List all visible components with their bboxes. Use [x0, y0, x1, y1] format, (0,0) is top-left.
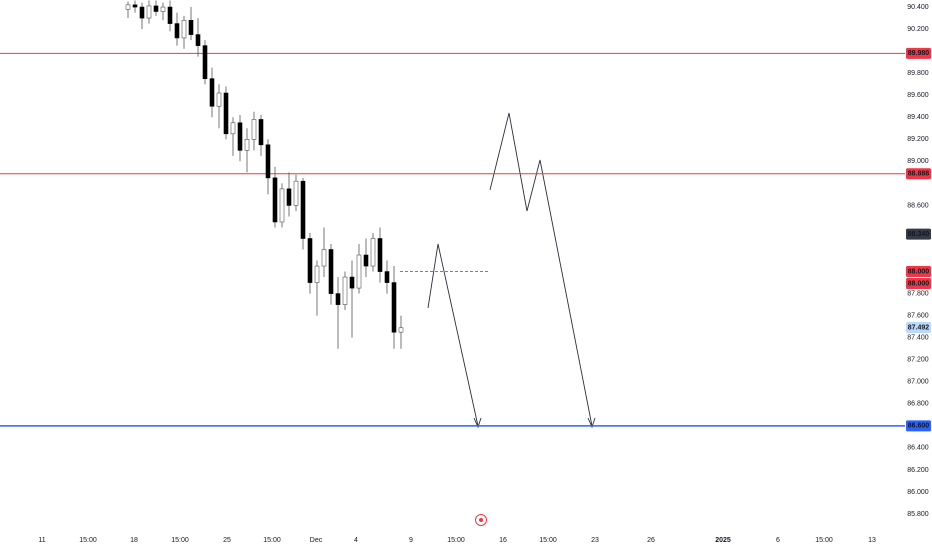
candle-body	[209, 78, 215, 107]
candle-body	[146, 5, 152, 19]
x-tick-label: 15:00	[447, 537, 465, 544]
candle-body	[258, 119, 264, 146]
x-tick-label: 18	[130, 537, 138, 544]
y-tick-label: 86.400	[907, 445, 929, 452]
projection-arrow	[427, 243, 479, 427]
x-tick-label: 6	[776, 537, 780, 544]
candle-body	[181, 19, 187, 39]
candle-body	[223, 92, 229, 135]
y-tick-label: 89.600	[907, 92, 929, 99]
candle-body	[244, 139, 250, 151]
level-badge-label: 89.980	[908, 50, 930, 57]
candle-body	[272, 177, 278, 223]
x-tick-label: 2025	[715, 537, 731, 544]
candle-body	[370, 238, 376, 267]
x-tick-label: 15:00	[79, 537, 97, 544]
drawings	[427, 112, 596, 429]
projection-arrow	[489, 112, 593, 427]
price-badge-label: 88.000	[908, 280, 930, 287]
y-tick-label: 86.200	[907, 467, 929, 474]
level-badge	[906, 47, 931, 59]
y-tick-label: 85.800	[907, 511, 929, 518]
level-badge-label: 88.888	[908, 171, 930, 178]
y-tick-label: 86.000	[907, 489, 929, 496]
candle-body	[160, 6, 166, 12]
candle-body	[188, 19, 194, 35]
level-badge	[906, 168, 931, 180]
y-tick-label: 89.800	[907, 70, 929, 77]
x-tick-label: 23	[591, 537, 599, 544]
x-tick-label: 11	[38, 537, 45, 544]
price-badge-label: 88.000	[908, 268, 930, 275]
x-tick-label: 9	[409, 537, 413, 544]
level-badge	[906, 420, 931, 432]
x-tick-label: 25	[223, 537, 231, 544]
candle-body	[265, 144, 271, 179]
x-tick-label: 15:00	[263, 537, 281, 544]
x-tick-label: 15:00	[539, 537, 557, 544]
y-tick-label: 87.000	[907, 379, 929, 386]
x-tick-label: 16	[499, 537, 507, 544]
candle-body	[377, 238, 383, 272]
y-tick-label: 89.000	[907, 158, 929, 165]
candle-body	[279, 188, 285, 223]
candle-body	[300, 180, 306, 239]
price-badge	[906, 322, 931, 334]
x-tick-label: Dec	[310, 537, 323, 544]
y-tick-label: 86.800	[907, 401, 929, 408]
candle-body	[153, 5, 159, 12]
candle-body	[286, 188, 292, 206]
candle-body	[167, 6, 173, 24]
arrow-head	[473, 417, 482, 429]
candle-body	[251, 119, 257, 140]
candle-body	[398, 327, 404, 333]
candle-body	[174, 23, 180, 39]
candle-body	[132, 4, 138, 8]
candle-body	[328, 249, 334, 294]
candle-body	[335, 293, 341, 305]
candle-body	[230, 122, 236, 135]
candle-body	[237, 122, 243, 151]
y-tick-label: 89.200	[907, 136, 929, 143]
candle-body	[202, 45, 208, 79]
y-tick-label: 88.600	[907, 202, 929, 209]
candle-body	[349, 276, 355, 289]
x-tick-label: 13	[868, 537, 876, 544]
candle-body	[139, 6, 145, 19]
candle-body	[216, 92, 222, 107]
candle-body	[195, 34, 201, 46]
price-badge-label: 88.340	[908, 231, 930, 238]
candle-body	[314, 265, 320, 283]
y-tick-label: 87.800	[907, 290, 929, 297]
y-tick-label: 89.400	[907, 114, 929, 121]
candle-body	[321, 249, 327, 267]
y-tick-label: 90.200	[907, 26, 929, 33]
price-badge	[906, 278, 931, 290]
x-tick-label: 4	[354, 537, 358, 544]
level-badge-label: 86.600	[908, 423, 930, 430]
y-tick-label: 87.400	[907, 335, 929, 342]
candle-body	[293, 180, 299, 206]
x-tick-label: 15:00	[815, 537, 833, 544]
candle-body	[356, 254, 362, 289]
price-badge	[906, 228, 931, 240]
candle-body	[307, 238, 313, 283]
x-tick-label: 15:00	[171, 537, 189, 544]
y-tick-label: 87.600	[907, 312, 929, 319]
candle-body	[391, 282, 397, 333]
candle-body	[363, 254, 369, 267]
y-tick-label: 87.200	[907, 357, 929, 364]
price-badge	[906, 266, 931, 278]
event-icon[interactable]	[475, 514, 487, 526]
price-badge-label: 87.492	[908, 324, 930, 331]
candle-body	[125, 4, 131, 10]
candle-body	[384, 271, 390, 283]
arrow-head	[587, 417, 596, 429]
y-tick-label: 90.400	[907, 4, 929, 11]
x-tick-label: 26	[647, 537, 655, 544]
candle-body	[342, 276, 348, 305]
event-icon-dot	[479, 518, 483, 522]
